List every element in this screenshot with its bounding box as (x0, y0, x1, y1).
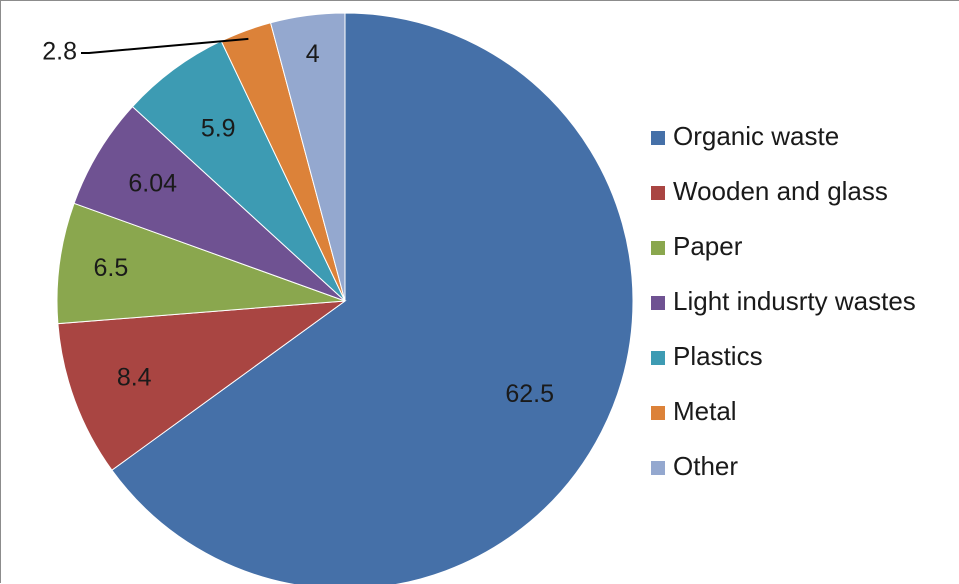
legend-label-plastics: Plastics (673, 341, 763, 371)
legend-swatch-light-indusrty-wastes (651, 296, 665, 310)
legend-swatch-paper (651, 241, 665, 255)
data-label-paper: 6.5 (94, 254, 129, 282)
data-label-organic-waste: 62.5 (505, 380, 554, 408)
leader-lines (81, 37, 249, 54)
legend-swatch-organic-waste (651, 131, 665, 145)
legend: Organic waste Wooden and glass Paper Light … (651, 121, 916, 481)
data-label-plastics: 5.9 (201, 114, 236, 142)
legend-label-light-indusrty-wastes: Light indusrty wastes (673, 286, 916, 316)
data-label-light-indusrty-wastes: 6.04 (128, 169, 177, 197)
legend-label-other: Other (673, 451, 738, 481)
data-labels: 62.5 8.4 6.5 6.04 5.9 2.8 4 (42, 38, 554, 408)
pie-slice-wooden-and-glass (57, 300, 347, 471)
legend-swatch-other (651, 461, 665, 475)
legend-label-organic-waste: Organic waste (673, 121, 839, 151)
legend-swatch-metal (651, 406, 665, 420)
legend-label-metal: Metal (673, 396, 737, 426)
pie-slice-other (269, 12, 346, 302)
leader-line-metal (81, 37, 249, 54)
legend-label-wooden-and-glass: Wooden and glass (673, 176, 888, 206)
legend-label-paper: Paper (673, 231, 743, 261)
data-label-other: 4 (306, 40, 320, 68)
pie-slice-paper (56, 202, 346, 325)
data-label-metal: 2.8 (42, 38, 77, 66)
data-label-wooden-and-glass: 8.4 (117, 363, 152, 391)
legend-swatch-wooden-and-glass (651, 186, 665, 200)
legend-swatch-plastics (651, 351, 665, 365)
pie-slice-light-indusrty-wastes (73, 105, 346, 302)
pie-slice-organic-waste (111, 12, 634, 584)
pie-slices (56, 12, 634, 584)
